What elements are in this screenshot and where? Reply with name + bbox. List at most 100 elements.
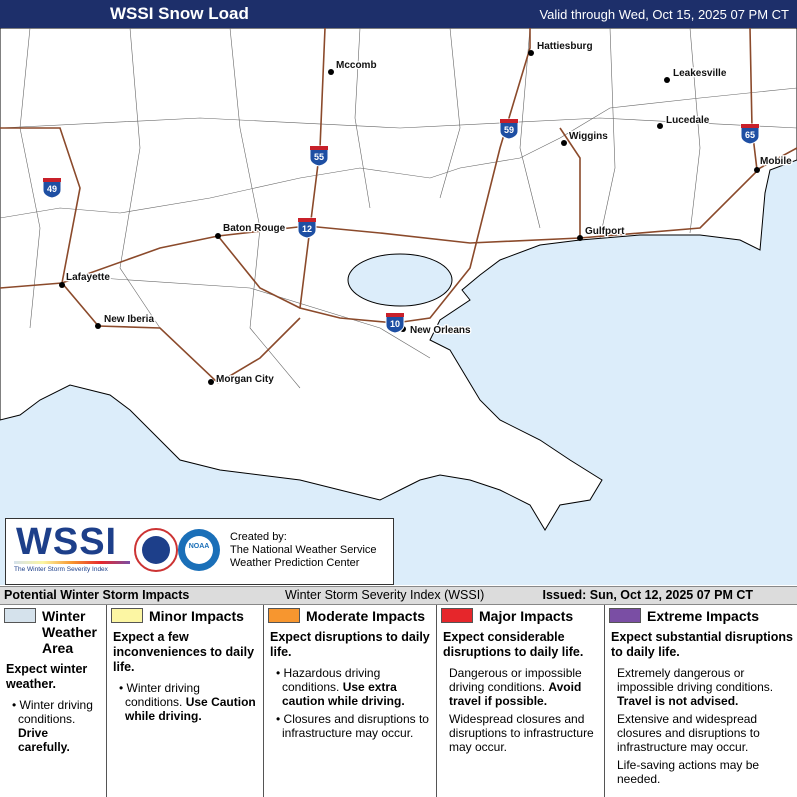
city-dot (561, 140, 567, 146)
city-label: Mccomb (336, 60, 377, 71)
city-label: Leakesville (673, 68, 727, 79)
shield-shape (297, 217, 317, 239)
shield-top (386, 313, 404, 317)
bullet-text: Extremely dangerous or impossible drivin… (617, 666, 774, 694)
bullet-bold: Use extra caution while driving. (282, 680, 405, 708)
city-label: New Orleans (410, 325, 471, 336)
city-label: Wiggins (569, 131, 608, 142)
credits: Created by: The National Weather Service… (230, 531, 377, 570)
interstate-number: 65 (745, 130, 755, 140)
credit-line: Weather Prediction Center (230, 557, 360, 569)
interstate-shield: 10 (385, 312, 405, 334)
city-label: Gulfport (585, 226, 625, 237)
legend-head: Moderate Impacts (268, 608, 432, 624)
legend-bullet: • Winter driving conditions. Use Caution… (119, 681, 259, 723)
bullet-text: Winter driving conditions. (125, 681, 200, 709)
lake (347, 253, 453, 307)
shield-top (741, 124, 759, 128)
interstate-number: 55 (314, 152, 324, 162)
city-label: Hattiesburg (537, 41, 593, 52)
issued-time: Issued: Sun, Oct 12, 2025 07 PM CT (542, 588, 754, 602)
city-dot (657, 123, 663, 129)
legend-column: Major Impacts Expect considerable disrupt… (437, 605, 605, 797)
shield-shape (42, 177, 62, 199)
shield-shape (740, 123, 760, 145)
bullet-dot: • (119, 681, 127, 695)
interstate-number: 49 (47, 184, 57, 194)
legend-head: Minor Impacts (111, 608, 259, 624)
bullet-bold: Use Caution while driving. (125, 695, 256, 723)
legend-swatch (4, 608, 36, 623)
logo-stripe (14, 561, 130, 564)
bullet-dot: • (276, 712, 284, 726)
city-dot (528, 50, 534, 56)
interstate-shield: 49 (42, 177, 62, 199)
city-dot (215, 233, 221, 239)
legend-swatch (268, 608, 300, 623)
legend-bullet: Dangerous or impossible driving conditio… (449, 666, 600, 708)
interstate-shield: 65 (740, 123, 760, 145)
bullet-bold: Travel is not advised. (617, 694, 739, 708)
legend-swatch (441, 608, 473, 623)
city-dot (208, 379, 214, 385)
city-label: New Iberia (104, 314, 154, 325)
legend-swatch (111, 608, 143, 623)
shield-shape (385, 312, 405, 334)
logo-box: WSSI The Winter Storm Severity Index NOA… (5, 518, 394, 585)
city-dot (754, 167, 760, 173)
bullet-text: Widespread closures and disruptions to i… (449, 712, 594, 754)
interstate-shield: 59 (499, 118, 519, 140)
legend-name: Extreme Impacts (647, 608, 760, 624)
shield-top (298, 218, 316, 222)
impacts-heading: Potential Winter Storm Impacts (4, 588, 190, 602)
legend-bullet: Extremely dangerous or impossible drivin… (617, 666, 793, 708)
legend-bullet: Widespread closures and disruptions to i… (449, 712, 600, 754)
legend-column: Moderate Impacts Expect disruptions to da… (264, 605, 437, 797)
shield-top (310, 146, 328, 150)
city-dot (577, 235, 583, 241)
legend-column: Winter Weather Area Expect winter weather… (0, 605, 107, 797)
legend-headline: Expect disruptions to daily life. (270, 630, 430, 659)
header: WSSI Snow Load Valid through Wed, Oct 15… (0, 0, 797, 28)
legend-head: Extreme Impacts (609, 608, 793, 624)
legend-name: Minor Impacts (149, 608, 244, 624)
wssi-logo: WSSI (16, 521, 118, 563)
city-dot (59, 282, 65, 288)
map: Hattiesburg Mccomb Leakesville Lucedale … (0, 28, 797, 585)
credit-line: The National Weather Service (230, 544, 377, 556)
bullet-dot: • (276, 666, 284, 680)
valid-time: Valid through Wed, Oct 15, 2025 07 PM CT (539, 7, 789, 22)
legend-name: Major Impacts (479, 608, 574, 624)
legend-bullet: • Hazardous driving conditions. Use extr… (276, 666, 432, 708)
legend-swatch (609, 608, 641, 623)
interstate-number: 10 (390, 319, 400, 329)
shield-shape (499, 118, 519, 140)
legend-name: Winter Weather Area (42, 608, 97, 656)
legend-column: Extreme Impacts Expect substantial disrup… (605, 605, 797, 797)
legend-headline: Expect a few inconveniences to daily lif… (113, 630, 255, 674)
bullet-dot: • (12, 698, 20, 712)
legend-column: Minor Impacts Expect a few inconveniences… (107, 605, 264, 797)
legend-headline: Expect winter weather. (6, 662, 88, 691)
boundaries (0, 28, 797, 389)
bullet-text: Hazardous driving conditions. (282, 666, 381, 694)
bullet-text: Dangerous or impossible driving conditio… (449, 666, 582, 694)
city-label: Morgan City (216, 374, 274, 385)
city-label: Lafayette (66, 272, 110, 283)
city-dot (664, 77, 670, 83)
legend-name: Moderate Impacts (306, 608, 426, 624)
city-dot (328, 69, 334, 75)
bullet-text: Extensive and widespread closures and di… (617, 712, 760, 754)
shield-top (500, 119, 518, 123)
index-name: Winter Storm Severity Index (WSSI) (285, 588, 485, 602)
bullet-text: Closures and disruptions to infrastructu… (282, 712, 429, 740)
title: WSSI Snow Load (110, 4, 249, 23)
interstates: 49 55 59 12 10 65 (42, 118, 760, 334)
noaa-text: NOAA (189, 543, 210, 550)
legend-bullet: • Closures and disruptions to infrastruc… (276, 712, 432, 740)
bullet-text: Life-saving actions may be needed. (617, 758, 760, 786)
city-label: Lucedale (666, 115, 710, 126)
interstate-number: 12 (302, 224, 312, 234)
legend-head: Major Impacts (441, 608, 600, 624)
